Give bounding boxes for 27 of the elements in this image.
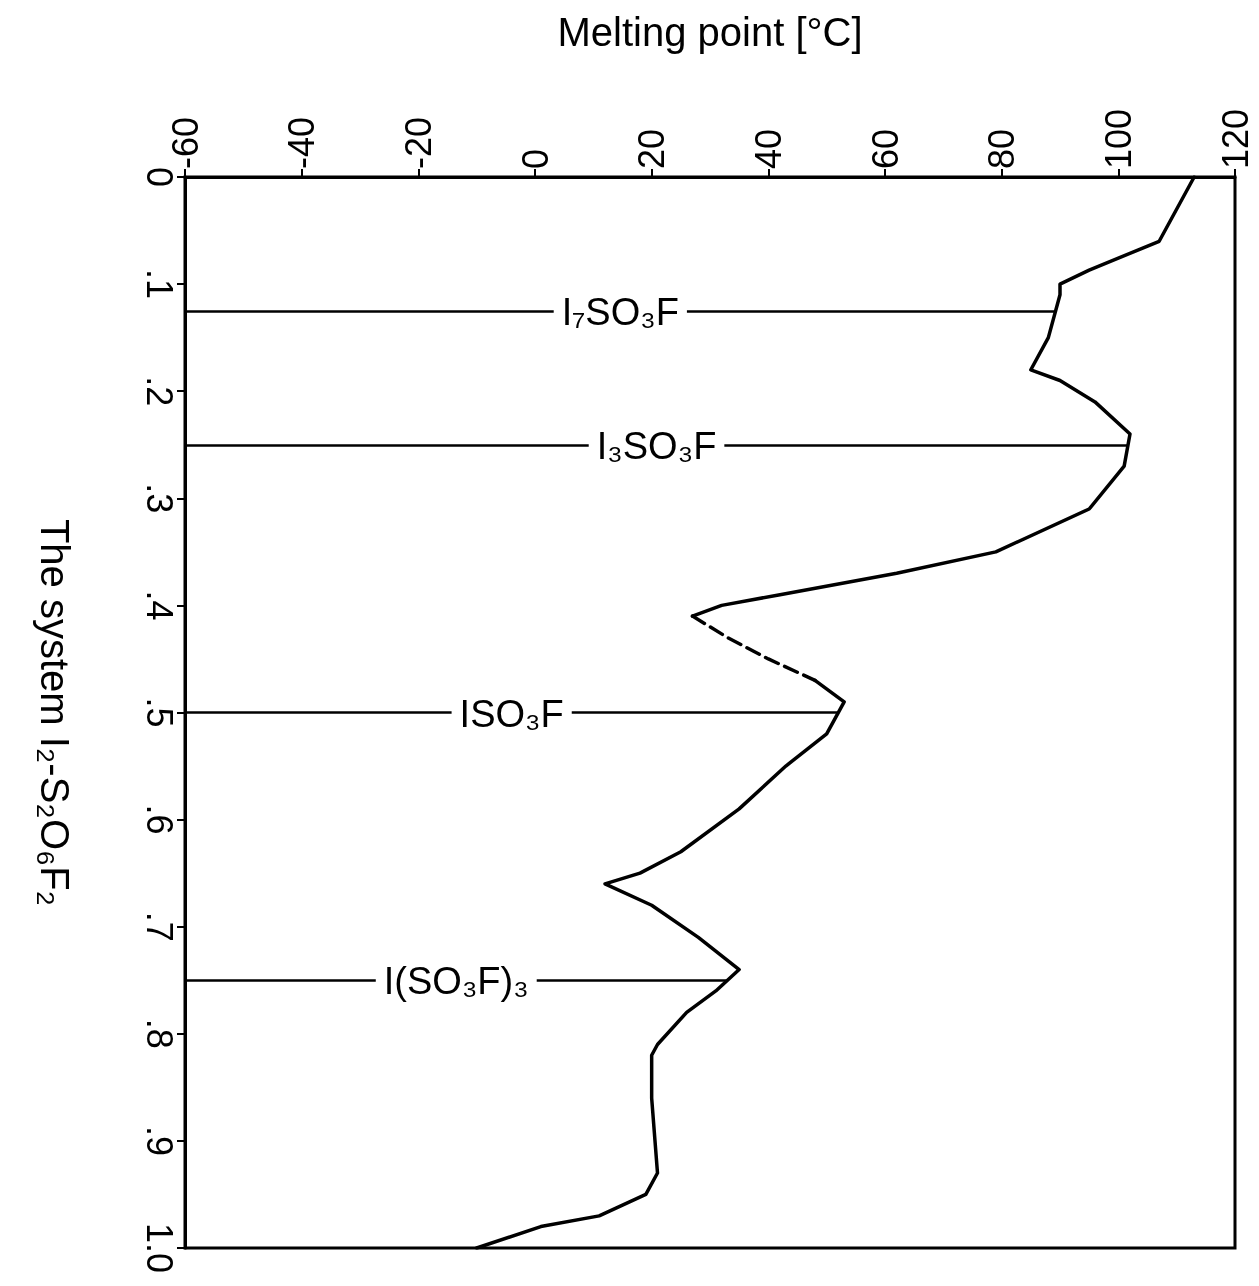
x-axis-title: Melting point [°C]: [557, 10, 863, 54]
x-tick-label: -60: [164, 116, 206, 169]
y-tick-label: .7: [138, 911, 180, 942]
y-tick-label: .6: [138, 804, 180, 835]
y-tick-label: 1.0: [138, 1222, 180, 1274]
x-tick-label: 40: [747, 128, 789, 169]
y-tick-label: .8: [138, 1018, 180, 1049]
x-tick-label: 80: [981, 128, 1023, 169]
x-tick-label: 0: [514, 148, 556, 169]
x-tick-label: 120: [1214, 108, 1256, 169]
y-tick-label: .4: [138, 590, 180, 621]
y-tick-label: .3: [138, 483, 180, 514]
y-tick-label: .2: [138, 376, 180, 407]
ref-line-label: ISO₃F: [459, 692, 564, 735]
y-tick-label: .1: [138, 269, 180, 300]
ref-line-label: I₇SO₃F: [561, 290, 679, 333]
ref-line-label: I₃SO₃F: [596, 424, 717, 467]
y-axis-title: The system I₂-S₂O₆F₂: [33, 518, 77, 907]
y-tick-label: .5: [138, 697, 180, 728]
x-tick-label: 20: [631, 128, 673, 169]
ref-line-label: I(SO₃F)₃: [383, 960, 529, 1003]
y-tick-label: 0: [138, 166, 180, 188]
x-tick-label: -20: [397, 116, 439, 169]
x-tick-label: 60: [864, 128, 906, 169]
y-tick-label: .9: [138, 1125, 180, 1156]
x-tick-label: 100: [1097, 108, 1139, 169]
x-tick-label: -40: [281, 116, 323, 169]
